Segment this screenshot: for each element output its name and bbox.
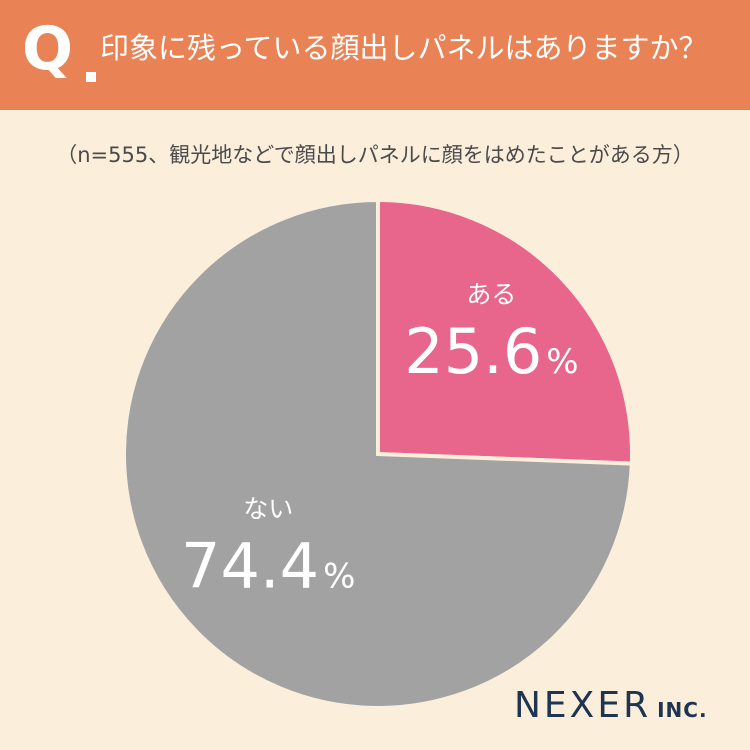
slice-category-label: ない bbox=[243, 495, 293, 524]
q-mark: Q bbox=[22, 14, 74, 84]
pie-slice-2 bbox=[122, 197, 634, 710]
q-dot bbox=[86, 72, 96, 82]
slice-value-label: 25.6% bbox=[404, 315, 578, 388]
slice-category-label: ある bbox=[466, 280, 516, 309]
pie-slices bbox=[122, 197, 634, 710]
question-header: Q 印象に残っている顔出しパネルはありますか？ bbox=[0, 0, 750, 110]
question-text: 印象に残っている顔出しパネルはありますか？ bbox=[100, 31, 708, 65]
brand-logo: NEXER INC. bbox=[514, 686, 708, 732]
slice-value-label: 74.4% bbox=[181, 530, 355, 603]
pie-slice-1 bbox=[376, 197, 634, 466]
pie-labels: ある 25.6 % ない 74.4% bbox=[181, 280, 579, 603]
sample-note: （n=555、観光地などで顔出しパネルに顔をはめたことがある方） bbox=[56, 143, 694, 167]
brand-suffix: INC. bbox=[657, 698, 708, 722]
brand-name: NEXER bbox=[514, 685, 652, 726]
